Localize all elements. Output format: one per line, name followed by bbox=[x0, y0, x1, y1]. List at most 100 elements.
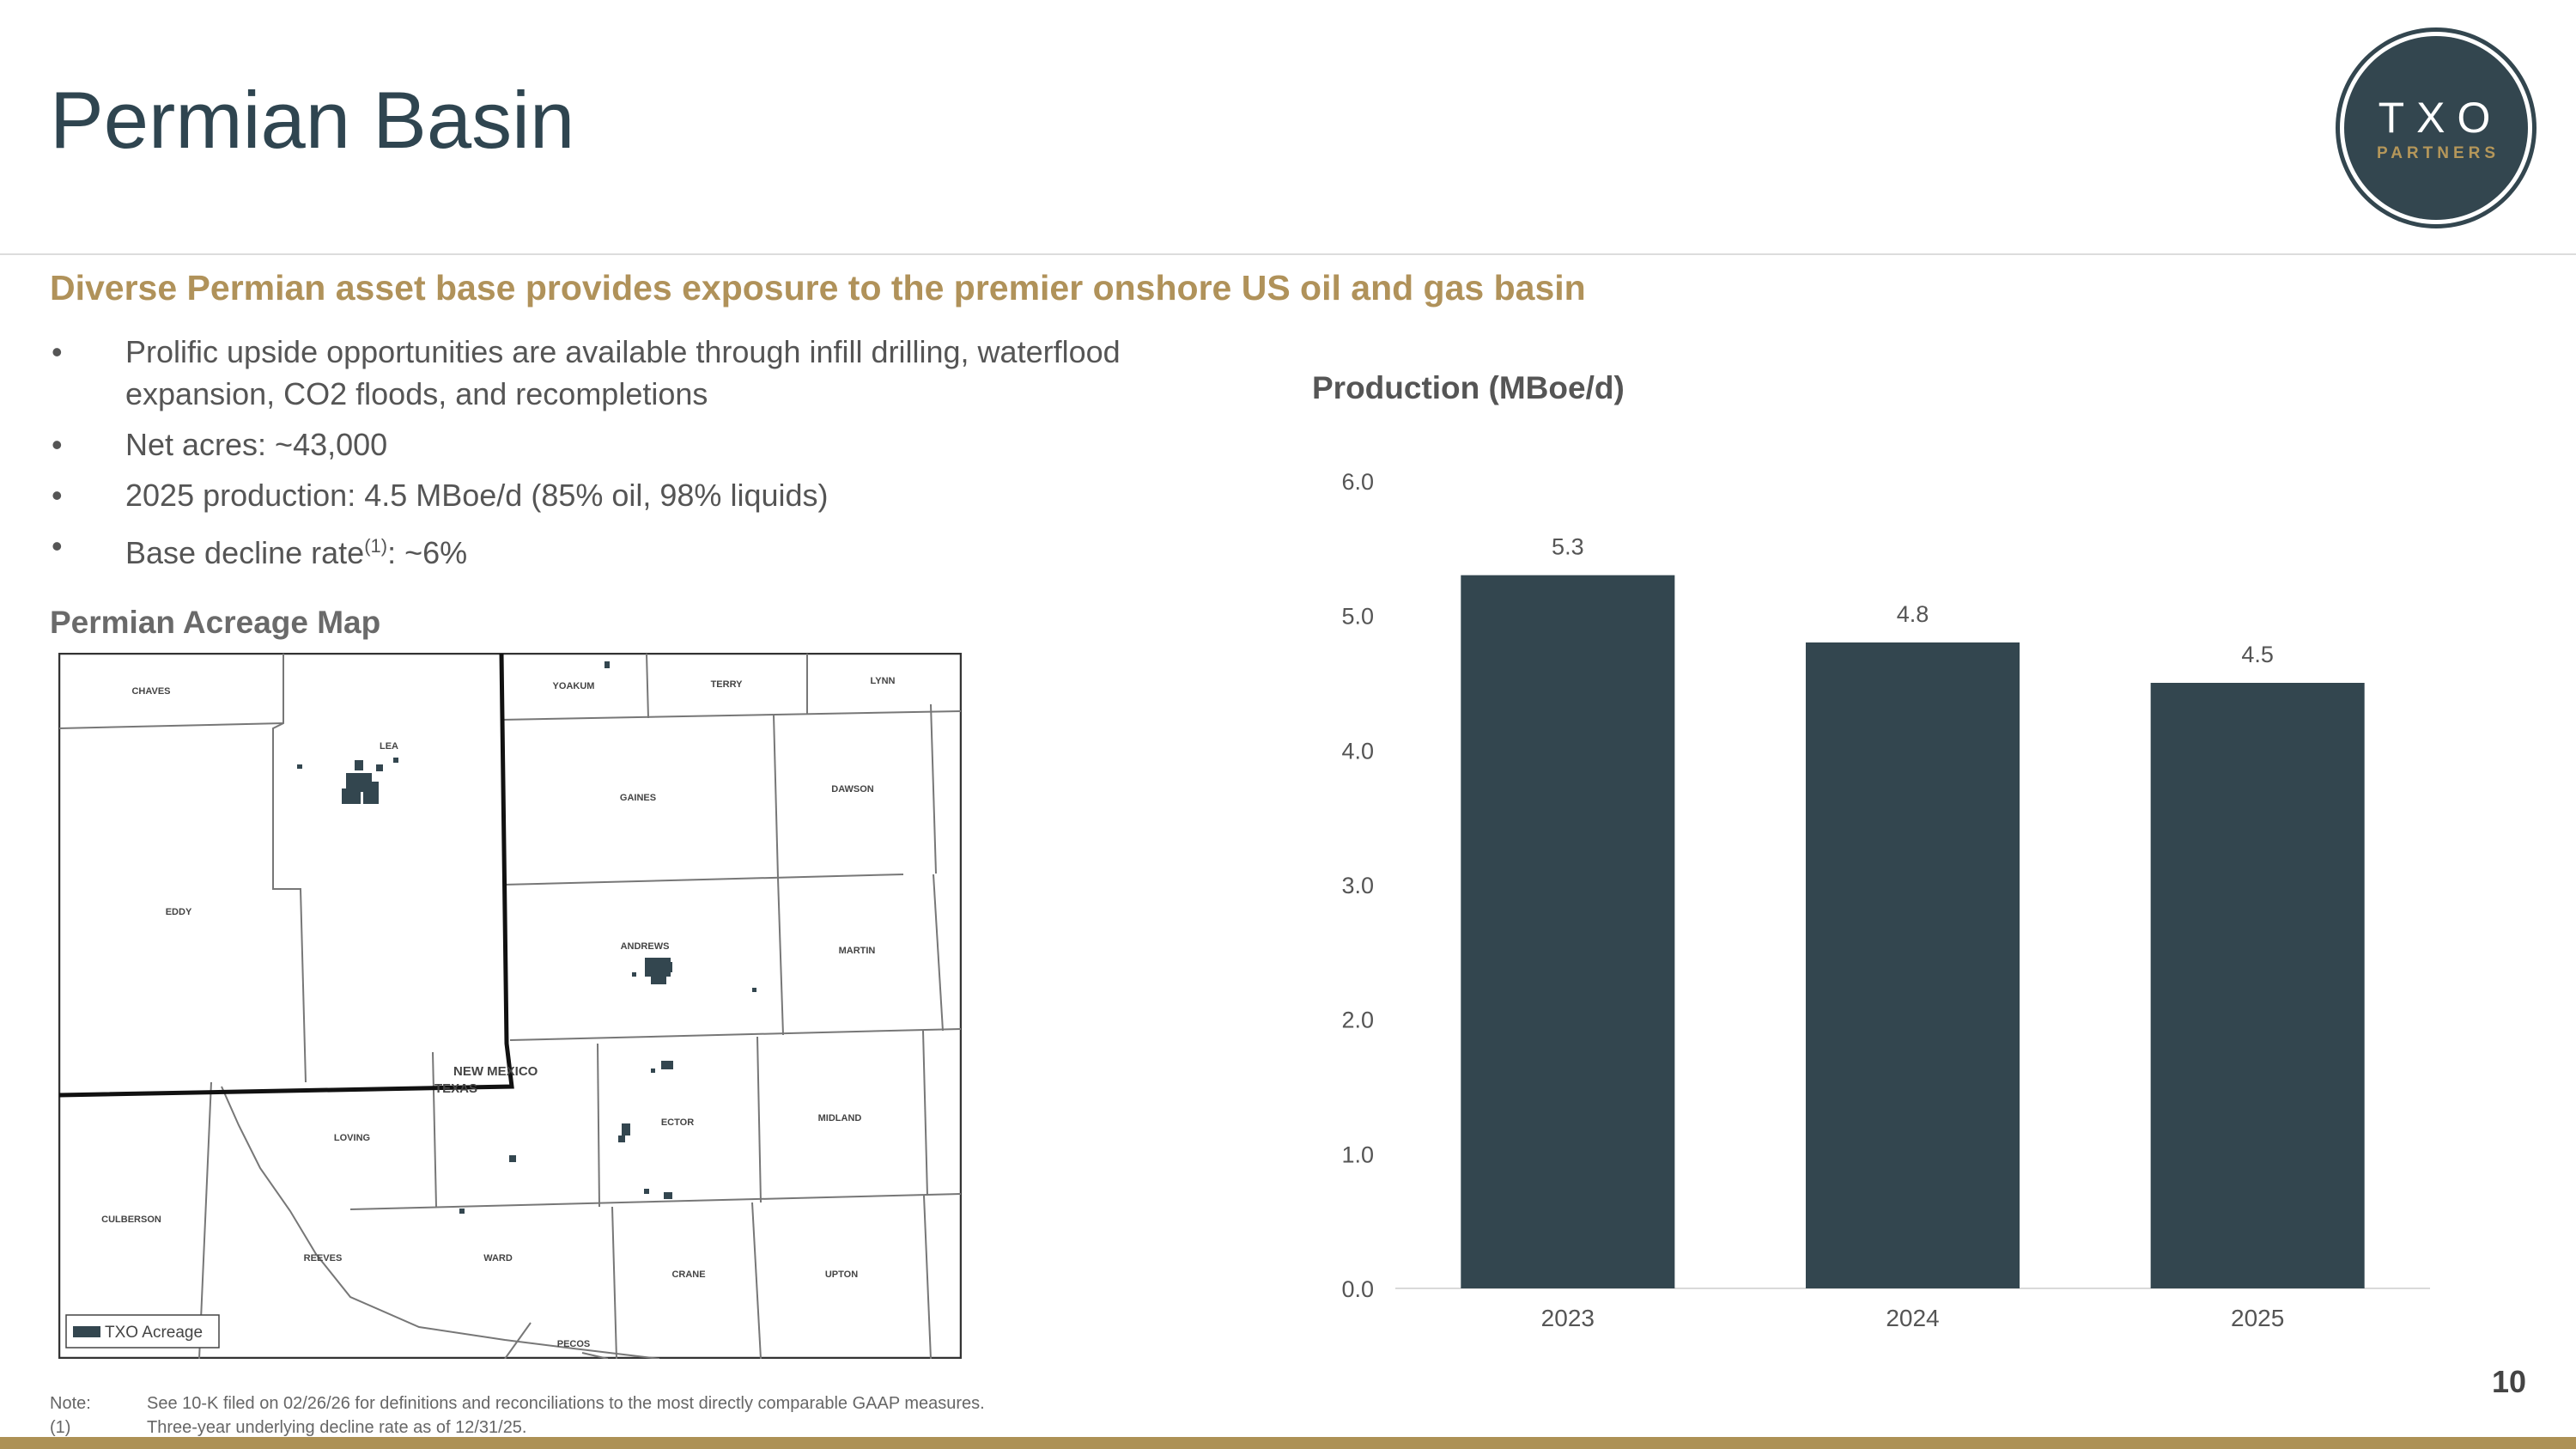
acreage-block bbox=[342, 788, 361, 804]
county-label: CHAVES bbox=[131, 686, 170, 697]
footnote-row: Note: See 10-K filed on 02/26/26 for defi… bbox=[50, 1391, 985, 1416]
footnote-text: Three-year underlying decline rate as of… bbox=[147, 1418, 527, 1437]
y-tick-label: 3.0 bbox=[1341, 873, 1374, 898]
acreage-block bbox=[651, 1068, 655, 1073]
acreage-block bbox=[632, 972, 636, 977]
footnotes: Note: See 10-K filed on 02/26/26 for defi… bbox=[50, 1391, 985, 1440]
acreage-blocks bbox=[297, 661, 756, 1214]
page-title: Permian Basin bbox=[50, 75, 575, 165]
bullet-marker: • bbox=[52, 478, 63, 513]
footnote-row: (1) Three-year underlying decline rate as… bbox=[50, 1416, 985, 1440]
y-tick-label: 0.0 bbox=[1341, 1276, 1374, 1302]
acreage-block bbox=[644, 1189, 649, 1194]
y-tick-label: 2.0 bbox=[1341, 1008, 1374, 1033]
y-tick-label: 1.0 bbox=[1341, 1142, 1374, 1167]
bullet-text: Prolific upside opportunities are availa… bbox=[125, 334, 1121, 411]
chart-title: Production (MBoe/d) bbox=[1312, 370, 1625, 405]
county-label: YOAKUM bbox=[553, 681, 595, 691]
acreage-block bbox=[393, 758, 398, 763]
footnote-label: Note: bbox=[50, 1394, 91, 1413]
company-logo: TXO PARTNERS bbox=[2344, 36, 2528, 220]
acreage-block bbox=[752, 988, 756, 992]
county-label: CRANE bbox=[671, 1269, 705, 1280]
bullet-text: Net acres: ~43,000 bbox=[125, 427, 388, 462]
county-label: EDDY bbox=[166, 907, 192, 917]
bullet-text: 2025 production: 4.5 MBoe/d (85% oil, 98… bbox=[125, 478, 829, 513]
state-label-new-mexico: NEW MEXICO bbox=[453, 1064, 538, 1079]
x-axis-ticks: 2023 2024 2025 bbox=[1541, 1305, 2285, 1331]
county-label: DAWSON bbox=[831, 784, 874, 795]
acreage-block bbox=[376, 764, 383, 771]
acreage-block bbox=[509, 1155, 516, 1162]
bullet-marker: • bbox=[52, 334, 63, 369]
county-label: WARD bbox=[483, 1253, 513, 1263]
bullet-item: • Prolific upside opportunities are avail… bbox=[50, 331, 1269, 415]
logo-main-text: TXO bbox=[2378, 94, 2503, 142]
y-axis-ticks: 0.0 1.0 2.0 3.0 4.0 5.0 6.0 bbox=[1341, 469, 1374, 1302]
acreage-block bbox=[664, 1192, 672, 1199]
footnote-text: See 10-K filed on 02/26/26 for definitio… bbox=[147, 1394, 985, 1413]
page-number: 10 bbox=[2492, 1364, 2527, 1399]
map-title: Permian Acreage Map bbox=[50, 605, 381, 640]
acreage-block bbox=[622, 1123, 630, 1135]
legend-label: TXO Acreage bbox=[105, 1324, 203, 1342]
logo-sub-text: PARTNERS bbox=[2376, 144, 2500, 162]
map-frame bbox=[58, 653, 962, 1359]
bullet-item: • 2025 production: 4.5 MBoe/d (85% oil, 9… bbox=[50, 474, 1269, 516]
state-label-texas: TEXAS bbox=[434, 1081, 477, 1096]
bullet-text-after: : ~6% bbox=[387, 535, 468, 570]
bottom-accent-bar bbox=[0, 1437, 2576, 1449]
county-labels: CHAVES LEA EDDY YOAKUM TERRY LYNN GAINES… bbox=[101, 676, 895, 1349]
acreage-block bbox=[618, 1135, 625, 1142]
data-labels: 5.3 4.8 4.5 bbox=[1552, 534, 2274, 667]
legend-swatch bbox=[73, 1326, 100, 1337]
county-label: ECTOR bbox=[661, 1117, 694, 1128]
bullet-item: • Net acres: ~43,000 bbox=[50, 423, 1269, 466]
bar-value-label: 4.8 bbox=[1897, 601, 1929, 627]
bullet-item: • Base decline rate(1): ~6% bbox=[50, 525, 1269, 574]
county-lines bbox=[58, 653, 962, 1359]
county-label: REEVES bbox=[304, 1253, 343, 1263]
bullet-marker: • bbox=[52, 528, 63, 563]
acreage-block bbox=[297, 764, 302, 769]
state-border bbox=[58, 653, 514, 1098]
acreage-block bbox=[355, 760, 363, 770]
county-label: TERRY bbox=[711, 679, 744, 690]
header-divider bbox=[0, 253, 2576, 255]
bullet-marker: • bbox=[52, 427, 63, 462]
county-label: ANDREWS bbox=[621, 941, 670, 952]
y-tick-label: 5.0 bbox=[1341, 604, 1374, 630]
bar-series bbox=[1461, 575, 2365, 1288]
bar-2023 bbox=[1461, 575, 1675, 1288]
county-label: LOVING bbox=[334, 1133, 370, 1143]
bullet-list: • Prolific upside opportunities are avail… bbox=[50, 331, 1269, 582]
y-tick-label: 6.0 bbox=[1341, 469, 1374, 495]
county-label: LYNN bbox=[871, 676, 896, 686]
acreage-block bbox=[363, 782, 379, 804]
acreage-block bbox=[661, 1061, 673, 1069]
county-label: MARTIN bbox=[839, 946, 876, 956]
bar-2024 bbox=[1805, 642, 2020, 1288]
acreage-map: CHAVES LEA EDDY YOAKUM TERRY LYNN GAINES… bbox=[58, 653, 962, 1359]
bar-value-label: 5.3 bbox=[1552, 534, 1584, 560]
acreage-block bbox=[664, 962, 672, 972]
footnote-ref: (1) bbox=[364, 535, 388, 557]
county-label: CULBERSON bbox=[101, 1215, 161, 1225]
y-tick-label: 4.0 bbox=[1341, 738, 1374, 764]
bullet-text-before: Base decline rate bbox=[125, 535, 365, 570]
county-label: PECOS bbox=[557, 1339, 591, 1349]
section-subtitle: Diverse Permian asset base provides expo… bbox=[50, 268, 1586, 307]
acreage-block bbox=[459, 1209, 465, 1214]
acreage-block bbox=[651, 971, 666, 984]
county-label: MIDLAND bbox=[818, 1113, 862, 1123]
x-tick-label: 2024 bbox=[1886, 1305, 1939, 1331]
bar-2025 bbox=[2150, 683, 2365, 1288]
county-label: UPTON bbox=[825, 1269, 858, 1280]
production-chart: Production (MBoe/d) 0.0 1.0 2.0 3.0 4.0 5.0 6.… bbox=[1312, 370, 2430, 1331]
map-legend: TXO Acreage bbox=[65, 1314, 220, 1349]
bar-value-label: 4.5 bbox=[2241, 642, 2274, 667]
x-tick-label: 2023 bbox=[1541, 1305, 1595, 1331]
x-tick-label: 2025 bbox=[2231, 1305, 2284, 1331]
footnote-label: (1) bbox=[50, 1418, 71, 1437]
county-label: GAINES bbox=[620, 793, 656, 803]
